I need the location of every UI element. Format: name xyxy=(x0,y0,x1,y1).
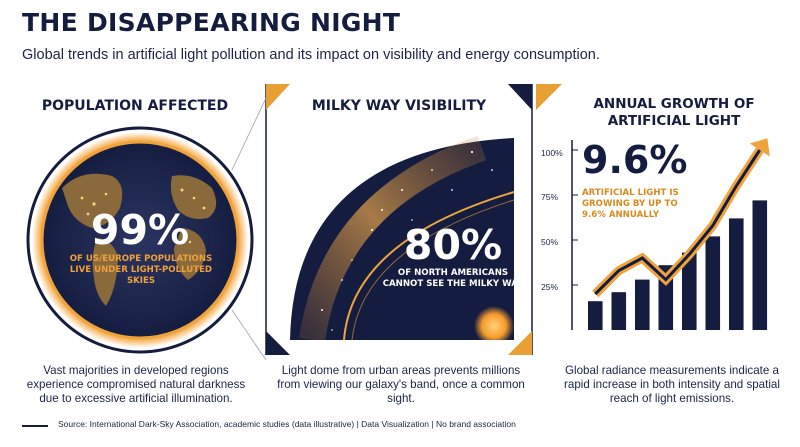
stat-population: 99% xyxy=(90,206,190,254)
corner-triangle xyxy=(508,84,532,110)
description-milky-way: Light dome from urban areas prevents mil… xyxy=(277,364,525,405)
footer-source: Source: International Dark-Sky Associati… xyxy=(58,419,516,429)
trend-arrow-core xyxy=(594,149,762,296)
page-subtitle: Global trends in artificial light pollut… xyxy=(22,47,600,63)
bar xyxy=(705,236,721,330)
globe-illustration xyxy=(26,126,254,354)
panel-heading-growth: ANNUAL GROWTH OF ARTIFICIAL LIGHT xyxy=(593,96,755,129)
panel-heading-population: POPULATION AFFECTED xyxy=(41,98,229,114)
stat-caption-growth: ARTIFICIAL LIGHT IS GROWING BY UP TO 9.6… xyxy=(582,188,679,220)
bar xyxy=(611,292,627,330)
growth-chart xyxy=(571,138,770,330)
stat-caption-population: OF US/EUROPE POPULATIONS LIVE UNDER LIGH… xyxy=(69,254,213,286)
page-title: THE DISAPPEARING NIGHT xyxy=(22,8,401,37)
corner-triangle xyxy=(508,331,532,355)
bar xyxy=(635,279,650,330)
y-tick-label: 100% xyxy=(541,148,563,158)
y-tick-label: 75% xyxy=(541,192,559,202)
y-tick-label: 25% xyxy=(541,282,559,292)
panel-heading-milky-way: MILKY WAY VISIBILITY xyxy=(311,98,487,114)
bar xyxy=(682,252,697,330)
stat-caption-milky-way: OF NORTH AMERICANS CANNOT SEE THE MILKY … xyxy=(382,268,524,289)
bar xyxy=(729,218,744,330)
corner-triangle xyxy=(266,84,290,110)
description-growth: Global radiance measurements indicate a … xyxy=(564,364,780,405)
footer-rule xyxy=(22,425,48,427)
stat-milky-way: 80% xyxy=(403,221,503,269)
stat-growth: 9.6% xyxy=(582,138,688,182)
bar xyxy=(588,301,603,330)
bar xyxy=(752,200,768,330)
trend-arrow-head xyxy=(749,138,770,157)
corner-triangle xyxy=(536,84,562,110)
y-tick-label: 50% xyxy=(541,237,559,247)
description-population: Vast majorities in developed regions exp… xyxy=(26,364,246,405)
milky-way-illustration xyxy=(290,135,515,340)
corner-triangle xyxy=(266,331,290,355)
